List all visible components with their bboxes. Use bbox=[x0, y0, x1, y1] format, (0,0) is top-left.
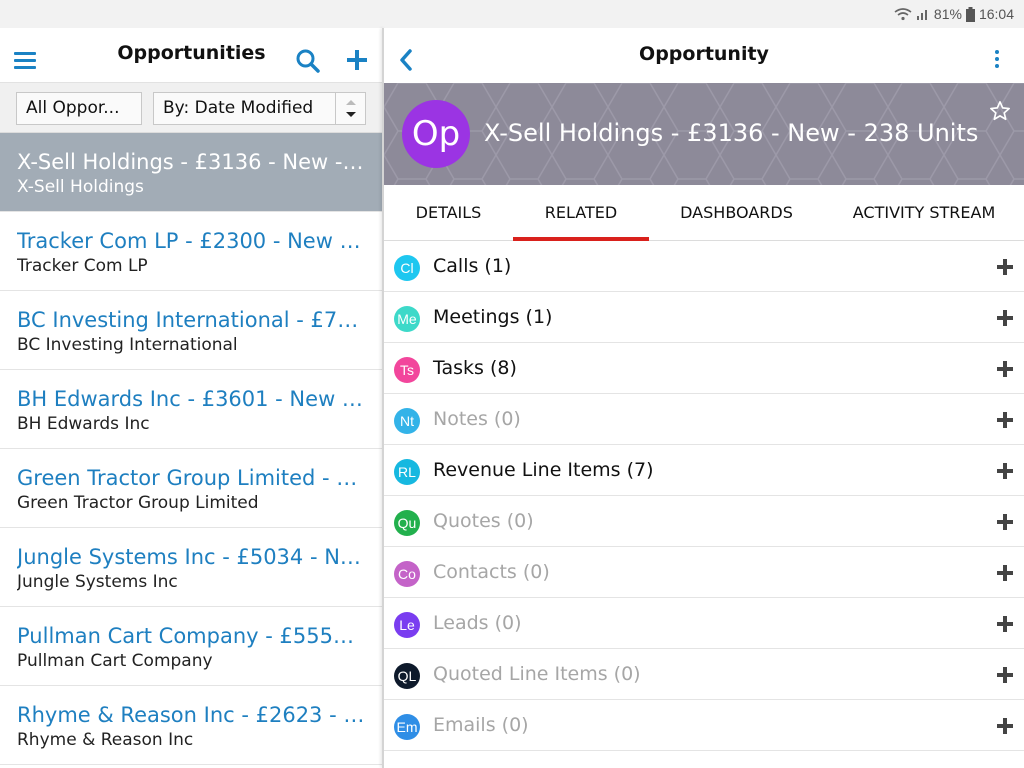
related-row-contacts[interactable]: Co Contacts (0) bbox=[384, 547, 1024, 598]
opportunity-title: Pullman Cart Company - £5550 - ... bbox=[17, 624, 367, 648]
add-icon[interactable] bbox=[345, 48, 369, 72]
tab-bar: DETAILS RELATED DASHBOARDS ACTIVITY STRE… bbox=[384, 185, 1024, 241]
related-label: Revenue Line Items (7) bbox=[433, 459, 654, 481]
related-label: Quotes (0) bbox=[433, 510, 534, 532]
related-row-quotes[interactable]: Qu Quotes (0) bbox=[384, 496, 1024, 547]
module-badge: Le bbox=[394, 612, 420, 638]
search-icon[interactable] bbox=[295, 48, 321, 74]
opportunity-title: BH Edwards Inc - £3601 - New - ... bbox=[17, 387, 367, 411]
list-item[interactable]: Rhyme & Reason Inc - £2623 - N... Rhyme … bbox=[0, 686, 383, 765]
add-related-icon[interactable] bbox=[997, 616, 1013, 632]
opportunity-account: Green Tractor Group Limited bbox=[17, 493, 259, 513]
sort-label: By: Date Modified bbox=[163, 98, 314, 118]
module-badge: Nt bbox=[394, 408, 420, 434]
add-related-icon[interactable] bbox=[997, 259, 1013, 275]
module-badge: QL bbox=[394, 663, 420, 689]
opportunity-list: X-Sell Holdings - £3136 - New - 238 Unit… bbox=[0, 133, 383, 765]
add-related-icon[interactable] bbox=[997, 412, 1013, 428]
list-item[interactable]: Tracker Com LP - £2300 - New - ... Track… bbox=[0, 212, 383, 291]
module-badge: Em bbox=[394, 714, 420, 740]
tab-dashboards[interactable]: DASHBOARDS bbox=[680, 203, 793, 222]
opportunity-title: Rhyme & Reason Inc - £2623 - N... bbox=[17, 703, 367, 727]
opportunity-title: X-Sell Holdings - £3136 - New - 238 Unit… bbox=[17, 150, 367, 174]
filter-select[interactable]: All Oppor... bbox=[16, 92, 142, 125]
sort-select[interactable]: By: Date Modified bbox=[153, 92, 366, 125]
opportunity-account: Tracker Com LP bbox=[17, 256, 148, 276]
opportunity-account: BH Edwards Inc bbox=[17, 414, 150, 434]
opportunity-title: BC Investing International - £707... bbox=[17, 308, 367, 332]
sort-direction-icon[interactable] bbox=[335, 93, 365, 124]
add-related-icon[interactable] bbox=[997, 463, 1013, 479]
add-related-icon[interactable] bbox=[997, 667, 1013, 683]
add-related-icon[interactable] bbox=[997, 565, 1013, 581]
related-row-tasks[interactable]: Ts Tasks (8) bbox=[384, 343, 1024, 394]
tab-activity-stream[interactable]: ACTIVITY STREAM bbox=[852, 203, 996, 222]
module-badge: RL bbox=[394, 459, 420, 485]
opportunity-title: Jungle Systems Inc - £5034 - New... bbox=[17, 545, 367, 569]
related-row-revenue-line-items[interactable]: RL Revenue Line Items (7) bbox=[384, 445, 1024, 496]
related-label: Contacts (0) bbox=[433, 561, 550, 583]
detail-title: Opportunity bbox=[639, 43, 769, 65]
module-badge: Cl bbox=[394, 255, 420, 281]
add-related-icon[interactable] bbox=[997, 361, 1013, 377]
opportunity-account: X-Sell Holdings bbox=[17, 177, 144, 197]
status-bar: 81% 16:04 bbox=[0, 0, 1024, 28]
list-title: Opportunities bbox=[117, 42, 266, 64]
related-row-meetings[interactable]: Me Meetings (1) bbox=[384, 292, 1024, 343]
related-label: Emails (0) bbox=[433, 714, 529, 736]
module-badge: Co bbox=[394, 561, 420, 587]
clock: 16:04 bbox=[978, 6, 1014, 22]
add-related-icon[interactable] bbox=[997, 718, 1013, 734]
related-row-quoted-line-items[interactable]: QL Quoted Line Items (0) bbox=[384, 649, 1024, 700]
related-label: Notes (0) bbox=[433, 408, 521, 430]
module-badge: Me bbox=[394, 306, 420, 332]
opportunity-account: BC Investing International bbox=[17, 335, 238, 355]
related-row-calls[interactable]: Cl Calls (1) bbox=[384, 241, 1024, 292]
tab-details[interactable]: DETAILS bbox=[415, 203, 482, 222]
battery-icon bbox=[965, 6, 975, 22]
tab-related[interactable]: RELATED bbox=[513, 185, 649, 241]
list-item[interactable]: Jungle Systems Inc - £5034 - New... Jung… bbox=[0, 528, 383, 607]
filter-bar: All Oppor... By: Date Modified bbox=[0, 82, 383, 133]
hexagon-pattern bbox=[384, 83, 1024, 185]
add-related-icon[interactable] bbox=[997, 514, 1013, 530]
battery-percent: 81% bbox=[933, 6, 962, 22]
related-label: Leads (0) bbox=[433, 612, 522, 634]
opportunity-detail-pane: Opportunity Op X-Sell Holdings - £3136 -… bbox=[384, 28, 1024, 768]
module-badge: Qu bbox=[394, 510, 420, 536]
module-badge: Ts bbox=[394, 357, 420, 383]
opportunities-list-pane: Opportunities All Oppor... By: Date Modi… bbox=[0, 28, 383, 768]
record-banner: Op X-Sell Holdings - £3136 - New - 238 U… bbox=[384, 83, 1024, 185]
detail-header: Opportunity bbox=[384, 28, 1024, 83]
list-item[interactable]: Pullman Cart Company - £5550 - ... Pullm… bbox=[0, 607, 383, 686]
add-related-icon[interactable] bbox=[997, 310, 1013, 326]
list-header: Opportunities bbox=[0, 28, 383, 82]
favorite-star-icon[interactable] bbox=[989, 100, 1011, 122]
opportunity-account: Jungle Systems Inc bbox=[17, 572, 178, 592]
list-item[interactable]: BH Edwards Inc - £3601 - New - ... BH Ed… bbox=[0, 370, 383, 449]
related-label: Tasks (8) bbox=[433, 357, 517, 379]
pane-divider bbox=[382, 28, 384, 768]
opportunity-title: Tracker Com LP - £2300 - New - ... bbox=[17, 229, 367, 253]
list-item[interactable]: X-Sell Holdings - £3136 - New - 238 Unit… bbox=[0, 133, 383, 212]
wifi-icon bbox=[894, 8, 912, 21]
related-list: Cl Calls (1) Me Meetings (1) Ts Tasks (8) Nt No… bbox=[384, 241, 1024, 751]
related-label: Meetings (1) bbox=[433, 306, 553, 328]
related-row-notes[interactable]: Nt Notes (0) bbox=[384, 394, 1024, 445]
related-label: Calls (1) bbox=[433, 255, 512, 277]
list-item[interactable]: Green Tractor Group Limited - £... Green… bbox=[0, 449, 383, 528]
list-item[interactable]: BC Investing International - £707... BC … bbox=[0, 291, 383, 370]
related-row-leads[interactable]: Le Leads (0) bbox=[384, 598, 1024, 649]
related-label: Quoted Line Items (0) bbox=[433, 663, 641, 685]
related-row-emails[interactable]: Em Emails (0) bbox=[384, 700, 1024, 751]
menu-icon[interactable] bbox=[14, 52, 36, 70]
record-avatar: Op bbox=[402, 100, 470, 168]
record-name: X-Sell Holdings - £3136 - New - 238 Unit… bbox=[484, 119, 979, 147]
opportunity-account: Pullman Cart Company bbox=[17, 651, 213, 671]
signal-icon bbox=[916, 10, 927, 20]
more-options-icon[interactable] bbox=[993, 50, 1001, 72]
opportunity-account: Rhyme & Reason Inc bbox=[17, 730, 194, 750]
back-arrow-icon[interactable] bbox=[398, 48, 414, 72]
opportunity-title: Green Tractor Group Limited - £... bbox=[17, 466, 367, 490]
